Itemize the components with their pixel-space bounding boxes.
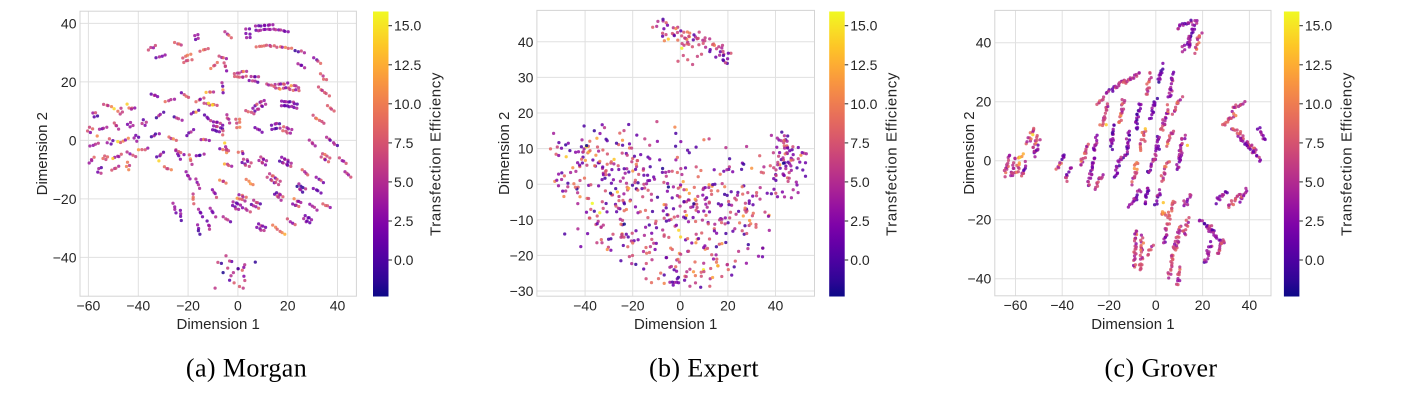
svg-text:20: 20 [976, 94, 992, 110]
svg-text:−20: −20 [621, 297, 645, 313]
svg-text:−40: −40 [968, 271, 992, 287]
svg-text:20: 20 [61, 74, 77, 90]
svg-text:12.5: 12.5 [1305, 57, 1332, 73]
svg-text:12.5: 12.5 [850, 57, 877, 73]
svg-text:0: 0 [1152, 297, 1160, 313]
svg-text:20: 20 [720, 297, 736, 313]
svg-text:7.5: 7.5 [1305, 135, 1325, 151]
svg-text:Dimension 2: Dimension 2 [496, 112, 513, 195]
svg-text:Transfection Efficiency: Transfection Efficiency [428, 72, 445, 236]
svg-text:0: 0 [69, 132, 77, 148]
svg-text:10.0: 10.0 [1305, 96, 1332, 112]
svg-text:0: 0 [984, 153, 992, 169]
svg-text:15.0: 15.0 [1305, 18, 1332, 34]
svg-text:−10: −10 [510, 212, 534, 228]
svg-text:12.5: 12.5 [394, 57, 421, 73]
svg-text:−20: −20 [968, 212, 992, 228]
svg-text:Dimension 2: Dimension 2 [961, 111, 978, 194]
svg-text:7.5: 7.5 [394, 135, 414, 151]
svg-text:−20: −20 [53, 191, 77, 207]
svg-text:Transfection Efficiency: Transfection Efficiency [1338, 72, 1355, 236]
svg-text:0.0: 0.0 [1305, 252, 1325, 268]
svg-text:Dimension 1: Dimension 1 [634, 316, 717, 333]
svg-text:−40: −40 [53, 249, 77, 265]
svg-text:40: 40 [768, 297, 784, 313]
svg-text:20: 20 [518, 105, 534, 121]
svg-text:−40: −40 [573, 297, 597, 313]
svg-text:2.5: 2.5 [1305, 213, 1325, 229]
svg-text:Dimension 2: Dimension 2 [34, 112, 51, 195]
svg-text:40: 40 [518, 34, 534, 50]
svg-text:−60: −60 [1004, 297, 1028, 313]
svg-text:−20: −20 [176, 297, 200, 313]
svg-text:20: 20 [1195, 297, 1211, 313]
svg-text:15.0: 15.0 [394, 18, 421, 34]
svg-text:−60: −60 [77, 297, 101, 313]
svg-text:(b) Expert: (b) Expert [649, 354, 759, 383]
svg-text:10: 10 [518, 141, 534, 157]
svg-text:5.0: 5.0 [1305, 174, 1325, 190]
svg-text:5.0: 5.0 [850, 174, 870, 190]
svg-text:2.5: 2.5 [394, 213, 414, 229]
svg-text:(a) Morgan: (a) Morgan [186, 354, 307, 383]
svg-text:0.0: 0.0 [850, 252, 870, 268]
svg-text:Dimension 1: Dimension 1 [177, 316, 260, 333]
svg-text:15.0: 15.0 [850, 18, 877, 34]
svg-text:−20: −20 [510, 247, 534, 263]
svg-text:20: 20 [280, 297, 296, 313]
svg-text:2.5: 2.5 [850, 213, 870, 229]
svg-text:−40: −40 [126, 297, 150, 313]
svg-text:−20: −20 [1097, 297, 1121, 313]
svg-text:−40: −40 [1050, 297, 1074, 313]
svg-text:Dimension 1: Dimension 1 [1091, 316, 1174, 333]
svg-text:40: 40 [976, 35, 992, 51]
svg-text:40: 40 [330, 297, 346, 313]
svg-text:10.0: 10.0 [394, 96, 421, 112]
svg-text:30: 30 [518, 69, 534, 85]
svg-text:40: 40 [61, 15, 77, 31]
svg-text:0: 0 [234, 297, 242, 313]
svg-text:0.0: 0.0 [394, 252, 414, 268]
svg-text:10.0: 10.0 [850, 96, 877, 112]
svg-text:40: 40 [1242, 297, 1258, 313]
svg-text:0: 0 [526, 176, 534, 192]
svg-text:(c) Grover: (c) Grover [1105, 354, 1218, 383]
svg-text:−30: −30 [510, 283, 534, 299]
svg-text:5.0: 5.0 [394, 174, 414, 190]
svg-text:7.5: 7.5 [850, 135, 870, 151]
svg-text:Transfection Efficiency: Transfection Efficiency [884, 72, 901, 236]
svg-text:0: 0 [676, 297, 684, 313]
